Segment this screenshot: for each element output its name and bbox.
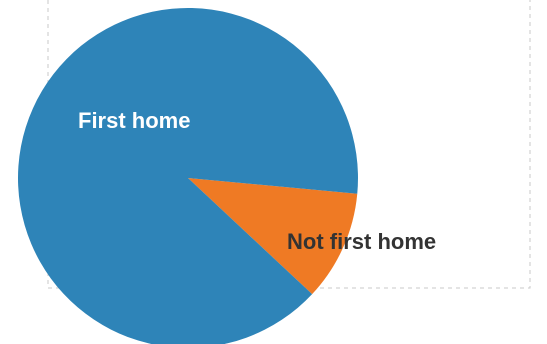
pie-slice-first-home <box>18 8 358 344</box>
slice-label-first-home: First home <box>78 108 190 133</box>
slice-label-not-first-home: Not first home <box>287 229 436 254</box>
pie-slice-not-first-home <box>188 178 358 295</box>
slices-layer <box>18 8 358 344</box>
labels-layer: First home Not first home <box>78 108 436 254</box>
